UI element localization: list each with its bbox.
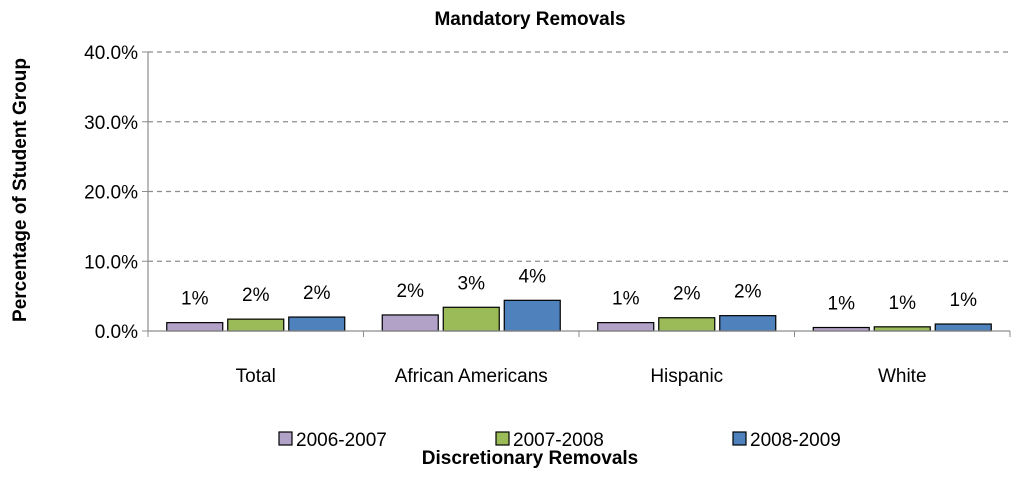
bar: [873, 326, 931, 332]
category-label: White: [878, 366, 927, 387]
data-labels: 1% 2% 2% 2% 3% 4% 1% 2% 2% 1% 1% 1%: [181, 266, 977, 314]
y-tick-label: 0.0%: [95, 322, 138, 343]
bar: [719, 315, 777, 332]
y-tick-label: 10.0%: [84, 252, 138, 273]
legend: 2006-2007 2007-2008 2008-2009: [278, 430, 841, 451]
legend-swatch: [732, 431, 747, 446]
data-label: 4%: [519, 266, 547, 287]
category-label: Total: [236, 366, 276, 387]
chart-title: Mandatory Removals: [434, 9, 625, 30]
bars: [166, 299, 992, 332]
legend-label: 2006-2007: [296, 430, 387, 451]
data-label: 2%: [397, 281, 425, 302]
bar: [381, 314, 439, 332]
bar: [288, 316, 346, 332]
bar: [658, 317, 716, 332]
gridlines: [148, 51, 1010, 262]
legend-swatch: [278, 431, 293, 446]
data-label: 2%: [242, 285, 270, 306]
legend-label: 2008-2009: [750, 430, 841, 451]
y-tick-label: 30.0%: [84, 113, 138, 134]
y-axis-label: Percentage of Student Group: [10, 58, 31, 322]
bar: [442, 306, 500, 332]
y-ticks: 0.0% 10.0% 20.0% 30.0% 40.0%: [84, 43, 148, 343]
data-label: 1%: [889, 293, 917, 314]
y-tick-label: 40.0%: [84, 43, 138, 64]
data-label: 1%: [181, 289, 209, 310]
legend-label: 2007-2008: [513, 430, 604, 451]
data-label: 2%: [734, 282, 762, 303]
category-label: Hispanic: [650, 366, 723, 387]
y-tick-label: 20.0%: [84, 183, 138, 204]
legend-swatch: [495, 431, 510, 446]
data-label: 1%: [828, 294, 856, 315]
data-label: 2%: [303, 283, 331, 304]
category-labels: Total African Americans Hispanic White: [236, 366, 927, 387]
bar: [227, 318, 285, 332]
data-label: 1%: [950, 290, 978, 311]
bar: [934, 323, 992, 332]
data-label: 2%: [673, 284, 701, 305]
bar: [503, 299, 561, 332]
bar: [166, 322, 224, 332]
category-label: African Americans: [395, 366, 548, 387]
bar: [597, 322, 655, 332]
data-label: 1%: [612, 289, 640, 310]
data-label: 3%: [458, 273, 486, 294]
x-axis-label: Discretionary Removals: [422, 448, 639, 469]
axes: [147, 52, 1011, 337]
